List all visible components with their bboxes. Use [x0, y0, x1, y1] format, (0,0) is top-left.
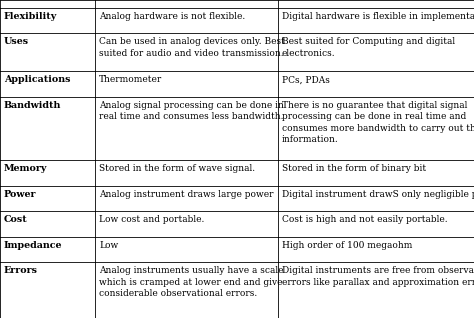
- Text: Analog signal processing can be done in
real time and consumes less bandwidth.: Analog signal processing can be done in …: [99, 101, 284, 121]
- Text: High order of 100 megaohm: High order of 100 megaohm: [282, 241, 412, 250]
- Text: Best suited for Computing and digital
electronics.: Best suited for Computing and digital el…: [282, 37, 455, 58]
- Text: Bandwidth: Bandwidth: [4, 101, 61, 110]
- Text: Memory: Memory: [4, 164, 47, 173]
- Text: Stored in the form of wave signal.: Stored in the form of wave signal.: [99, 164, 255, 173]
- Text: Stored in the form of binary bit: Stored in the form of binary bit: [282, 164, 426, 173]
- Text: Flexibility: Flexibility: [4, 12, 57, 21]
- Text: Applications: Applications: [4, 75, 71, 84]
- Text: Low: Low: [99, 241, 118, 250]
- Text: Cost is high and not easily portable.: Cost is high and not easily portable.: [282, 215, 447, 224]
- Text: Digital instrument drawS only negligible power: Digital instrument drawS only negligible…: [282, 190, 474, 199]
- Text: Cost: Cost: [4, 215, 28, 224]
- Text: Thermometer: Thermometer: [99, 75, 162, 84]
- Text: PCs, PDAs: PCs, PDAs: [282, 75, 330, 84]
- Text: There is no guarantee that digital signal
processing can be done in real time an: There is no guarantee that digital signa…: [282, 101, 474, 144]
- Text: Low cost and portable.: Low cost and portable.: [99, 215, 204, 224]
- Text: Analog hardware is not flexible.: Analog hardware is not flexible.: [99, 12, 245, 21]
- Text: Power: Power: [4, 190, 36, 199]
- Text: Analog instruments usually have a scale
which is cramped at lower end and give
c: Analog instruments usually have a scale …: [99, 266, 283, 298]
- Text: Impedance: Impedance: [4, 241, 63, 250]
- Text: Analog instrument draws large power: Analog instrument draws large power: [99, 190, 273, 199]
- Text: Digital instruments are free from observational
errors like parallax and approxi: Digital instruments are free from observ…: [282, 266, 474, 287]
- Text: Uses: Uses: [4, 37, 29, 46]
- Text: Digital hardware is flexible in implementation.: Digital hardware is flexible in implemen…: [282, 12, 474, 21]
- Text: Can be used in analog devices only. Best
suited for audio and video transmission: Can be used in analog devices only. Best…: [99, 37, 285, 58]
- Text: Errors: Errors: [4, 266, 38, 275]
